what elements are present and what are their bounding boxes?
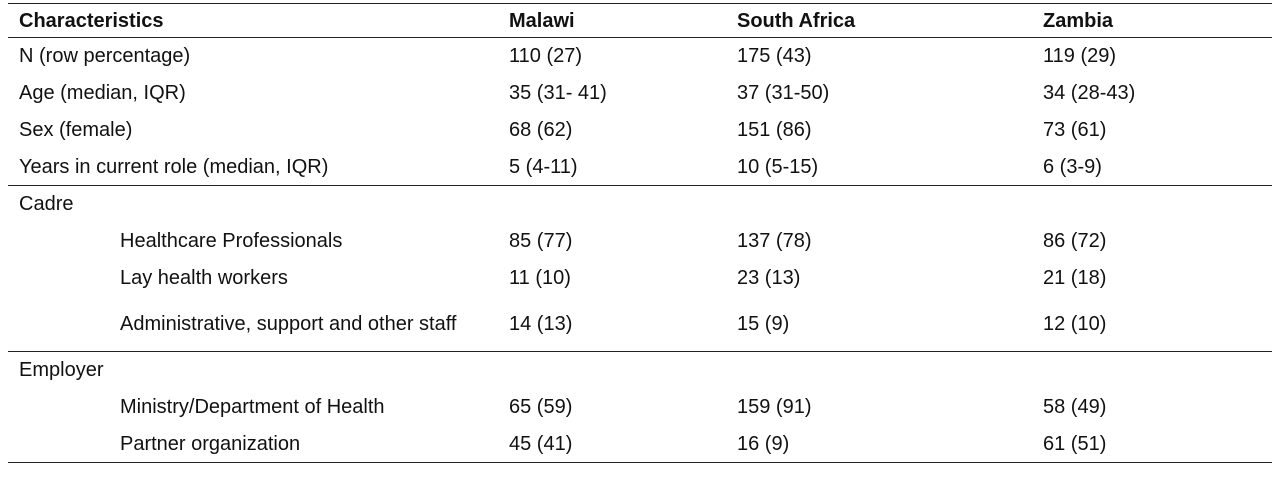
cell-zambia: 119 (29) bbox=[1043, 45, 1117, 68]
cell-zambia: 58 (49) bbox=[1043, 396, 1107, 418]
section-row-cadre: Cadre bbox=[8, 185, 1272, 223]
row-label: Age (median, IQR) bbox=[19, 82, 186, 104]
table-row: Partner organization 45 (41) 16 (9) 61 (… bbox=[8, 426, 1272, 463]
table-row: Years in current role (median, IQR) 5 (4… bbox=[8, 149, 1272, 186]
section-label: Cadre bbox=[19, 193, 74, 216]
row-label: N (row percentage) bbox=[19, 45, 191, 68]
table-row: N (row percentage) 110 (27) 175 (43) 119… bbox=[8, 38, 1272, 75]
cell-malawi: 85 (77) bbox=[509, 230, 573, 252]
cell-south-africa: 10 (5-15) bbox=[737, 155, 819, 178]
cell-zambia: 12 (10) bbox=[1043, 312, 1107, 335]
table-row: Ministry/Department of Health 65 (59) 15… bbox=[8, 389, 1272, 426]
table-row: Lay health workers 11 (10) 23 (13) 21 (1… bbox=[8, 260, 1272, 297]
row-label: Sex (female) bbox=[19, 119, 133, 141]
cell-zambia: 86 (72) bbox=[1043, 230, 1107, 252]
cell-south-africa: 175 (43) bbox=[737, 45, 812, 68]
header-row: Characteristics Malawi South Africa Zamb… bbox=[8, 3, 1272, 38]
cell-south-africa: 37 (31-50) bbox=[737, 82, 830, 104]
characteristics-table: Characteristics Malawi South Africa Zamb… bbox=[8, 3, 1272, 463]
table-header: Characteristics Malawi South Africa Zamb… bbox=[8, 3, 1272, 38]
row-label: Administrative, support and other staff bbox=[120, 312, 457, 335]
section-row-employer: Employer bbox=[8, 351, 1272, 389]
row-label: Years in current role (median, IQR) bbox=[19, 155, 329, 178]
cell-south-africa: 15 (9) bbox=[737, 312, 790, 335]
header-malawi: Malawi bbox=[509, 9, 575, 32]
table-row: Healthcare Professionals 85 (77) 137 (78… bbox=[8, 223, 1272, 260]
cell-zambia: 73 (61) bbox=[1043, 119, 1107, 141]
table-row: Sex (female) 68 (62) 151 (86) 73 (61) bbox=[8, 112, 1272, 149]
header-characteristics: Characteristics bbox=[19, 9, 164, 32]
row-label: Ministry/Department of Health bbox=[120, 396, 385, 418]
cell-malawi: 45 (41) bbox=[509, 432, 573, 455]
cell-zambia: 6 (3-9) bbox=[1043, 155, 1102, 178]
row-label: Healthcare Professionals bbox=[120, 230, 343, 252]
header-south-africa: South Africa bbox=[737, 9, 856, 32]
cell-malawi: 14 (13) bbox=[509, 312, 573, 335]
header-zambia: Zambia bbox=[1043, 9, 1114, 32]
cell-south-africa: 159 (91) bbox=[737, 396, 812, 418]
cell-zambia: 34 (28-43) bbox=[1043, 82, 1136, 104]
cell-malawi: 5 (4-11) bbox=[509, 155, 578, 178]
table-row: Administrative, support and other staff … bbox=[8, 297, 1272, 352]
section-label: Employer bbox=[19, 359, 104, 382]
cell-malawi: 65 (59) bbox=[509, 396, 573, 418]
cell-malawi: 11 (10) bbox=[509, 267, 571, 289]
cell-zambia: 21 (18) bbox=[1043, 267, 1107, 289]
cell-zambia: 61 (51) bbox=[1043, 432, 1107, 455]
cell-malawi: 110 (27) bbox=[509, 45, 583, 68]
cell-south-africa: 151 (86) bbox=[737, 119, 812, 141]
row-label: Lay health workers bbox=[120, 267, 288, 289]
cell-south-africa: 16 (9) bbox=[737, 432, 790, 455]
table-body: N (row percentage) 110 (27) 175 (43) 119… bbox=[8, 38, 1272, 463]
table-row: Age (median, IQR) 35 (31- 41) 37 (31-50)… bbox=[8, 75, 1272, 112]
row-label: Partner organization bbox=[120, 432, 301, 455]
cell-malawi: 68 (62) bbox=[509, 119, 573, 141]
cell-malawi: 35 (31- 41) bbox=[509, 82, 607, 104]
cell-south-africa: 23 (13) bbox=[737, 267, 801, 289]
cell-south-africa: 137 (78) bbox=[737, 230, 812, 252]
